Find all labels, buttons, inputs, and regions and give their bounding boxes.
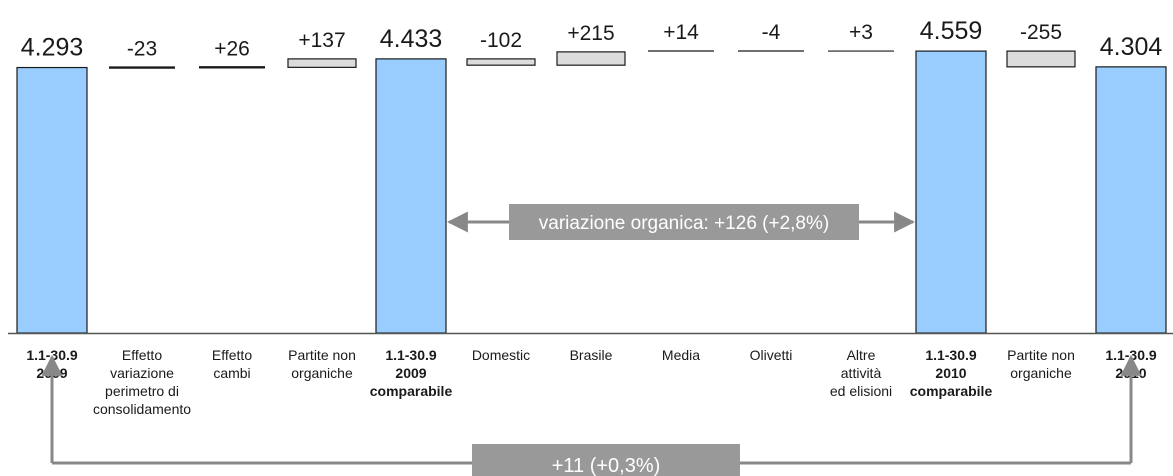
value-label-4: 4.433 [380,25,443,53]
value-label-6: +215 [567,22,614,45]
category-label-4: 1.1-30.9 2009 comparabile [370,347,453,399]
value-label-8: -4 [762,21,781,44]
category-label-2: Effetto cambi [212,347,252,381]
category-label-3: Partite non organiche [288,347,356,381]
value-label-11: -255 [1020,21,1062,44]
category-label-11: Partite non organiche [1007,347,1075,381]
category-label-9: Altre attività ed elisioni [830,347,892,399]
category-label-5: Domestic [472,347,530,363]
organic-change-box [509,204,859,240]
category-label-6: Brasile [570,347,613,363]
bar-total-12 [1095,66,1167,334]
value-label-9: +3 [849,21,873,44]
value-label-10: 4.559 [920,17,983,45]
organic-change-label: variazione organica: +126 (+2,8%) [539,213,829,234]
total-change-label: +11 (+0,3%) [552,455,661,476]
value-label-7: +14 [663,21,699,44]
value-label-12: 4.304 [1100,33,1163,61]
value-label-2: +26 [214,37,250,60]
bar-delta-3 [287,58,357,68]
category-label-7: Media [662,347,700,363]
total-change-box [472,444,740,476]
bar-delta-5 [466,58,536,66]
bar-total-10 [915,50,987,334]
category-label-1: Effetto variazione perimetro di consolidame… [93,347,191,417]
value-label-0: 4.293 [21,34,84,62]
value-label-3: +137 [298,29,345,52]
value-label-5: -102 [480,29,522,52]
bar-total-0 [16,66,88,334]
bar-total-4 [375,58,447,334]
bar-delta-6 [556,51,626,66]
value-label-1: -23 [127,38,157,61]
category-label-10: 1.1-30.9 2010 comparabile [910,347,993,399]
category-label-8: Olivetti [750,347,793,363]
bar-delta-11 [1006,50,1076,68]
